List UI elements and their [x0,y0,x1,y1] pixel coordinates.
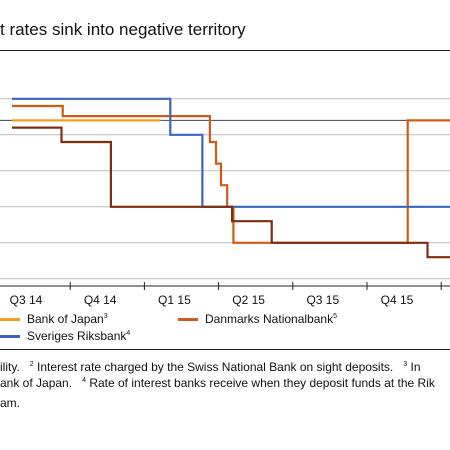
footnote-3: am. [0,396,20,410]
footnote-4-text: ank of Japan. [0,376,73,390]
footnote-2: ank of Japan. 4 Rate of interest banks r… [0,376,435,390]
legend-swatch-bank-of-japan [0,318,20,322]
legend-note-bank-of-japan: 3 [103,313,108,320]
x-tick-label-2: Q1 15 [158,293,191,307]
legend-item-bank-of-japan: Bank of Japan3 [0,312,108,326]
legend-swatch-sveriges-riksbank [0,335,20,339]
footnote-3-note: 3 [403,361,408,368]
legend-note-danmarks-nationalbank: 5 [333,313,337,320]
footnote-2-text: Interest rate charged by the Swiss Natio… [37,360,394,374]
legend-note-sveriges-riksbank: 4 [126,330,131,337]
footnote-5-note: 4 [82,377,86,384]
x-tick-label-1: Q4 14 [84,293,117,307]
series-line-3 [12,126,450,259]
legend-label-sveriges-riksbank: Sveriges Riksbank [27,329,127,343]
legend-label-danmarks-nationalbank: Danmarks Nationalbank [205,312,334,326]
legend-swatch-danmarks-nationalbank [178,318,198,322]
legend-rule [0,349,450,350]
legend-item-sveriges-riksbank: Sveriges Riksbank4 [0,329,130,343]
footnote-1-text: ility. [0,360,20,374]
footnote-2-note: 2 [29,361,34,368]
series-line-2 [12,97,450,208]
x-tick-label-4: Q3 15 [306,293,339,307]
footnote-3-text: In [410,360,421,374]
title-rule [0,50,450,51]
footnote-6-text: am. [0,396,21,410]
x-tick-label-3: Q2 15 [232,293,265,307]
chart-title: t rates sink into negative territory [0,20,246,39]
footnote-1: ility. 2 Interest rate charged by the Sw… [0,360,421,374]
x-tick-label-5: Q4 15 [381,293,414,307]
footnote-5-text: Rate of interest banks receive when they… [89,376,435,390]
x-tick-label-0: Q3 14 [10,293,43,307]
legend-item-danmarks-nationalbank: Danmarks Nationalbank5 [178,312,337,326]
legend-label-bank-of-japan: Bank of Japan [27,312,104,326]
